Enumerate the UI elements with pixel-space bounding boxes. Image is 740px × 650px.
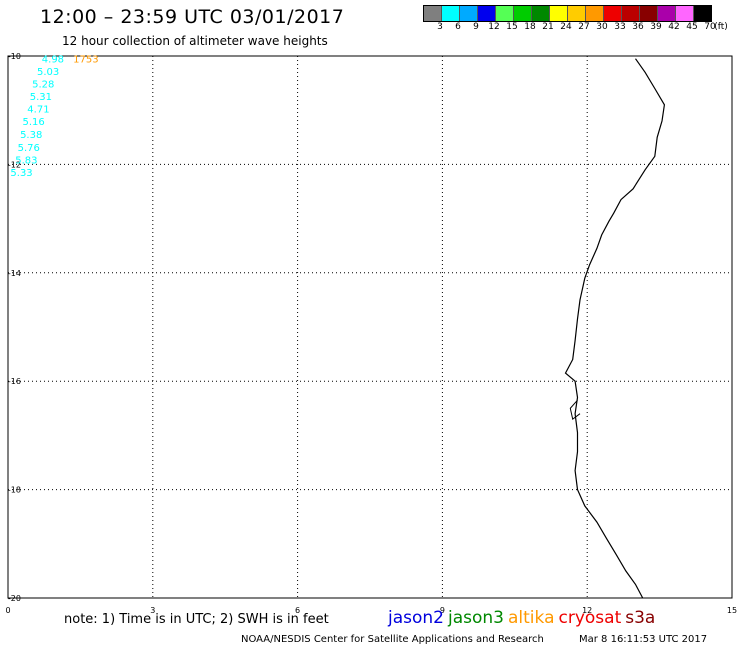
legend-swatch	[657, 6, 675, 21]
legend-label: 9	[473, 22, 479, 32]
y-tick-label: -20	[8, 594, 21, 603]
x-tick-label: 3	[150, 606, 155, 615]
legend-label: 33	[614, 22, 626, 32]
credit-text: NOAA/NESDIS Center for Satellite Applica…	[241, 634, 544, 645]
legend-swatch	[459, 6, 477, 21]
legend-label: 12	[488, 22, 500, 32]
legend-label: 6	[455, 22, 461, 32]
wave-height-observation: 4.71	[27, 105, 49, 116]
legend-swatch	[693, 6, 711, 21]
coastline	[564, 58, 666, 599]
legend-label: 42	[668, 22, 680, 32]
wave-height-observation: 5.31	[30, 92, 52, 103]
wave-height-observation: 5.33	[10, 168, 32, 179]
legend-label: 24	[560, 22, 572, 32]
wave-height-observation: 5.03	[37, 67, 59, 78]
satellite-name: jason3	[448, 608, 504, 628]
legend-label: 21	[542, 22, 554, 32]
legend-label: 70	[704, 22, 716, 32]
legend-swatch	[621, 6, 639, 21]
x-tick-label: 9	[440, 606, 445, 615]
x-tick-label: 15	[727, 606, 737, 615]
footer-note: note: 1) Time is in UTC; 2) SWH is in fe…	[64, 612, 329, 627]
legend-swatch	[424, 6, 441, 21]
legend-label: 36	[632, 22, 644, 32]
y-tick-label: -18	[8, 486, 21, 495]
map-title: 12:00 – 23:59 UTC 03/01/2017	[40, 6, 345, 28]
legend-swatch	[603, 6, 621, 21]
legend-labels: 3 6 9 12 15 18 21 24 27 30 33 36 39 42 45 70 (ft)	[0, 22, 740, 34]
satellite-legend: jason2 jason3 altika cryosat s3a	[388, 608, 659, 628]
legend-label: 27	[578, 22, 590, 32]
legend-label: 18	[524, 22, 536, 32]
legend-swatch	[567, 6, 585, 21]
map-subtitle: 12 hour collection of altimeter wave hei…	[62, 34, 328, 48]
x-tick-label: 0	[5, 606, 10, 615]
y-tick-label: -12	[8, 160, 21, 169]
satellite-name: altika	[508, 608, 555, 628]
satellite-name: s3a	[625, 608, 656, 628]
legend-swatch	[477, 6, 495, 21]
legend-swatch	[639, 6, 657, 21]
legend-label: 3	[437, 22, 443, 32]
satellite-name: cryosat	[558, 608, 622, 628]
legend-swatch	[531, 6, 549, 21]
legend-label: 15	[506, 22, 518, 32]
map-frame	[7, 55, 733, 599]
legend-swatch	[549, 6, 567, 21]
legend-label: 39	[650, 22, 662, 32]
x-tick-label: 6	[295, 606, 300, 615]
y-tick-label: -10	[8, 52, 21, 61]
wave-height-color-legend	[423, 5, 712, 22]
legend-label: 30	[596, 22, 608, 32]
legend-unit: (ft)	[714, 22, 728, 32]
legend-label: 45	[686, 22, 698, 32]
timestamp: Mar 8 16:11:53 UTC 2017	[579, 634, 708, 645]
legend-swatch	[495, 6, 513, 21]
y-tick-label: -16	[8, 377, 21, 386]
legend-swatch	[675, 6, 693, 21]
wave-height-observation: 1753	[73, 55, 98, 66]
legend-swatch	[441, 6, 459, 21]
satellite-name: jason2	[388, 608, 444, 628]
y-tick-label: -14	[8, 269, 21, 278]
wave-height-observation: 5.83	[15, 156, 37, 167]
wave-height-observation: 5.76	[18, 143, 40, 154]
coastline-inlet	[569, 399, 581, 420]
wave-height-observation: 5.16	[22, 117, 44, 128]
x-tick-label: 12	[582, 606, 592, 615]
wave-height-observation: 5.38	[20, 130, 42, 141]
wave-height-observation: 4.98	[42, 55, 64, 66]
legend-swatch	[585, 6, 603, 21]
legend-swatch	[513, 6, 531, 21]
wave-height-observation: 5.28	[32, 80, 54, 91]
